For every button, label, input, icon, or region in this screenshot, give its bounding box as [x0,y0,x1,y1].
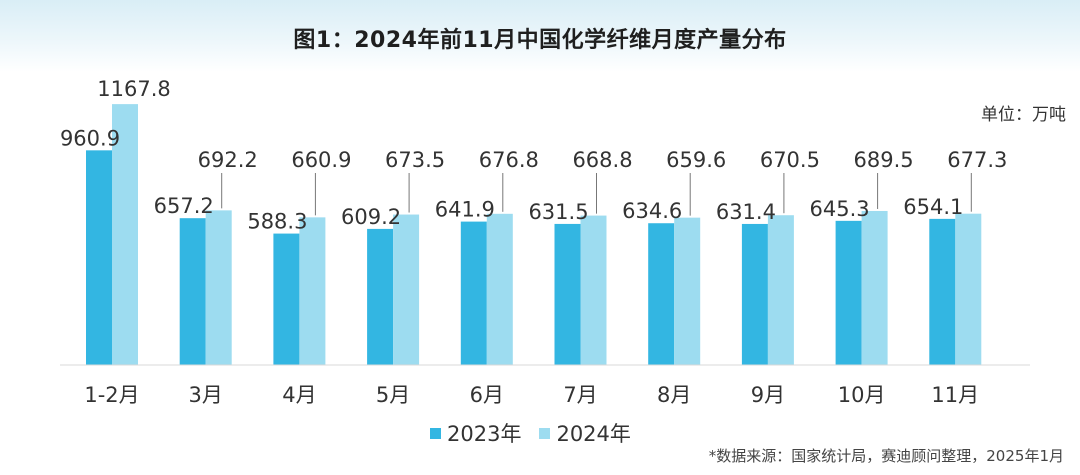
category-label-9: 11月 [931,383,979,407]
legend-label-2023: 2023年 [447,422,522,446]
category-label-5: 7月 [563,383,597,407]
label-2024-8: 689.5 [854,148,914,172]
bar-2023-8 [835,220,862,365]
bar-2024-8 [861,210,888,365]
bar-2024-6 [674,217,701,365]
bar-2023-3 [367,228,394,365]
bar-2024-0 [112,104,138,366]
bar-2024-4 [486,213,513,365]
category-label-4: 6月 [470,383,504,407]
label-2024-4: 676.8 [479,148,539,172]
bar-2023-6 [648,223,675,365]
category-label-8: 10月 [838,383,886,407]
label-2023-8: 645.3 [810,197,870,221]
bar-2023-5 [554,223,581,365]
bar-2023-4 [460,221,487,365]
label-2024-3: 673.5 [385,148,445,172]
label-2024-5: 668.8 [572,148,632,172]
category-label-1: 3月 [189,383,223,407]
legend: 2023年 2024年 [430,418,649,448]
label-2024-2: 660.9 [291,148,351,172]
bar-2024-1 [205,210,232,365]
label-2023-2: 588.3 [247,210,307,234]
bar-2024-9 [955,213,982,365]
category-label-0: 1-2月 [84,383,139,407]
label-2024-9: 677.3 [947,148,1007,172]
label-2024-0: 1167.8 [97,77,170,101]
label-2024-6: 659.6 [666,148,726,172]
unit-label: 单位：万吨 [981,105,1066,125]
label-2023-5: 631.5 [528,200,588,224]
label-2024-7: 670.5 [760,148,820,172]
category-label-7: 9月 [751,383,785,407]
bar-2023-7 [741,223,768,365]
label-2023-0: 960.9 [60,126,120,150]
title-banner [0,0,1080,72]
legend-item-2023: 2023年 [430,418,521,448]
data-source-note: *数据来源：国家统计局，赛迪顾问整理，2025年1月 [708,447,1064,465]
label-2023-3: 609.2 [341,205,401,229]
chart-title: 图1：2024年前11月中国化学纤维月度产量分布 [293,28,787,53]
label-2023-9: 654.1 [903,195,963,219]
legend-swatch-2024 [539,427,551,439]
legend-item-2024: 2024年 [539,418,631,448]
bar-2023-2 [273,233,300,365]
bar-2023-9 [929,218,956,365]
legend-label-2024: 2024年 [556,422,631,446]
bar-2024-2 [299,217,326,365]
bar-2023-1 [179,218,206,365]
legend-swatch-2023 [430,427,441,439]
label-2023-7: 631.4 [716,200,776,224]
bar-2023-0 [86,150,112,365]
category-label-6: 8月 [657,383,691,407]
label-2023-6: 634.6 [622,199,682,223]
label-2024-1: 692.2 [198,148,258,172]
bar-2024-5 [580,215,607,365]
category-label-3: 5月 [376,383,410,407]
bar-2024-3 [393,214,420,365]
category-label-2: 4月 [282,383,316,407]
label-2023-1: 657.2 [154,194,214,218]
bar-2024-7 [767,215,794,365]
label-2023-4: 641.9 [435,198,495,222]
